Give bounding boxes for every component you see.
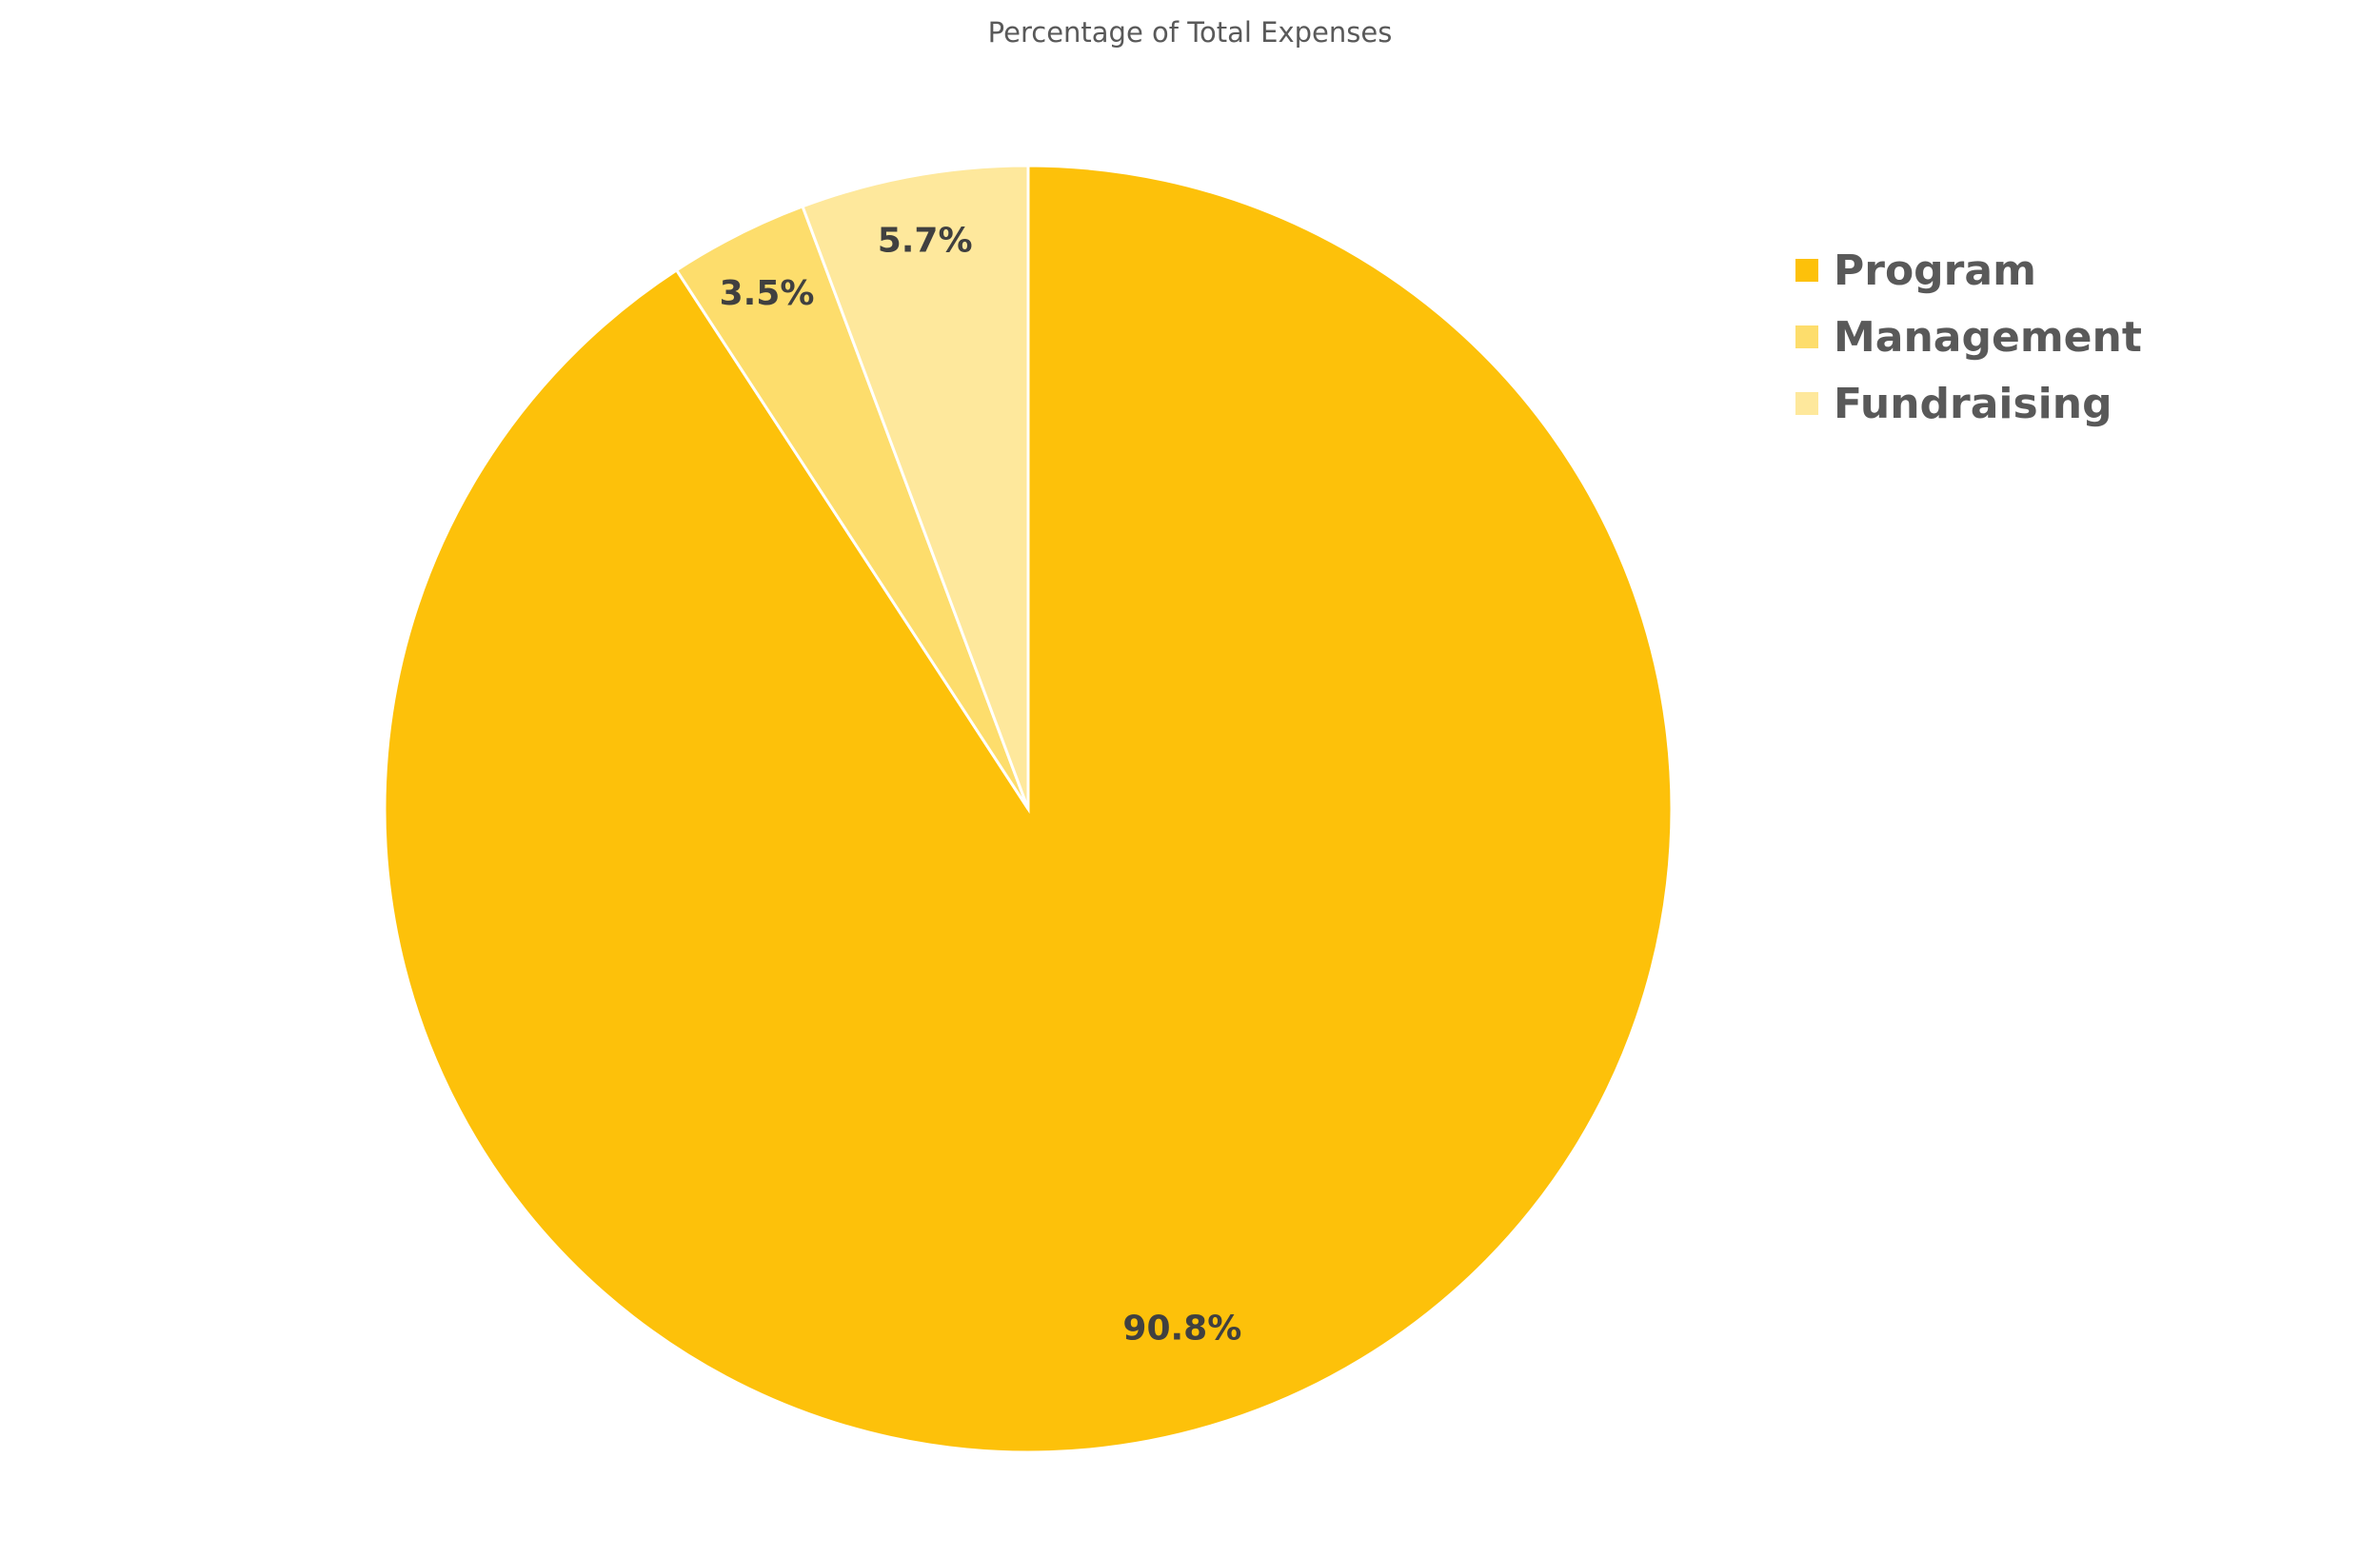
- pie-slice-fundraising: [801, 164, 1030, 810]
- data-label-fundraising: 5.7%: [878, 221, 973, 260]
- pie-slices: [383, 164, 1674, 1454]
- legend-label-program: Program: [1834, 246, 2036, 295]
- legend-swatch-program: [1795, 259, 1818, 282]
- data-label-program: 90.8%: [1122, 1309, 1241, 1348]
- legend-swatch-management: [1795, 325, 1818, 348]
- chart-title: Percentage of Total Expenses: [988, 16, 1393, 49]
- data-label-management: 3.5%: [720, 274, 815, 313]
- pie-slice-program: [383, 164, 1674, 1454]
- pie-data-labels: 90.8% 3.5% 5.7%: [720, 221, 1242, 1348]
- legend-label-management: Management: [1834, 313, 2142, 362]
- legend-label-fundraising: Fundraising: [1834, 380, 2112, 428]
- legend-swatch-fundraising: [1795, 392, 1818, 415]
- legend: Program Management Fundraising: [1795, 246, 2142, 428]
